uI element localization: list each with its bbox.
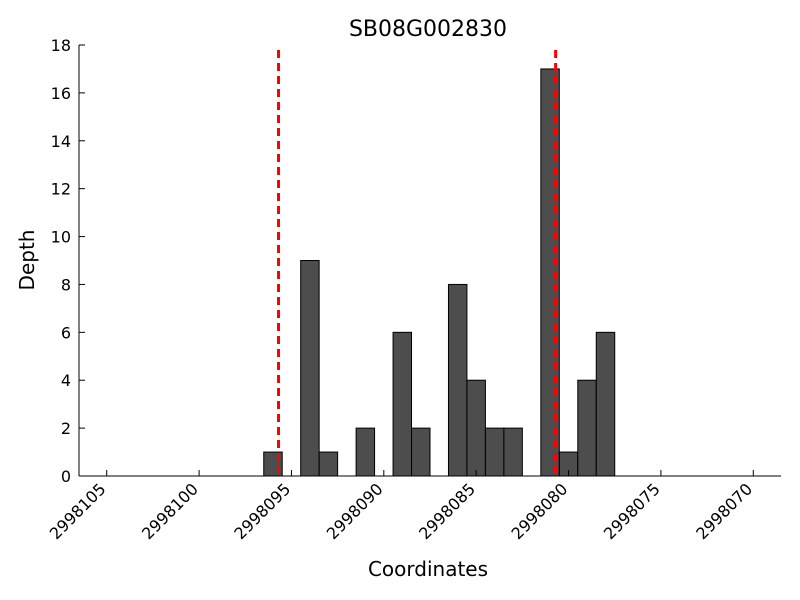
bar-12 [577,379,597,477]
y-tick-label-6: 12 [51,180,71,199]
y-tick-label-5: 10 [51,228,71,247]
x-tick-label-2: 2998095 [230,479,294,543]
bar-6 [447,283,468,477]
bar-5 [411,427,431,477]
x-tick-label-1: 2998100 [138,479,202,543]
y-tick-label-2: 4 [61,371,71,390]
x-tick-label-6: 2998075 [600,479,664,543]
x-tick-label-3: 2998090 [323,479,387,543]
x-tick-label-4: 2998085 [415,479,479,543]
y-tick-label-3: 6 [61,323,71,342]
bar-1 [300,260,320,477]
plot-area [263,50,616,477]
chart-title: SB08G002830 [349,17,507,42]
y-tick-label-4: 8 [61,275,71,294]
bar-3 [355,427,376,477]
y-axis: 0 2 4 6 8 10 12 14 16 18 [51,36,85,486]
y-tick-label-9: 18 [51,36,71,55]
y-tick-label-0: 0 [61,467,71,486]
x-tick-label-7: 2998070 [692,479,756,543]
bar-13 [595,331,616,477]
bar-7 [466,379,486,477]
y-tick-label-8: 16 [51,84,71,103]
bar-2 [318,451,339,477]
bar-4 [392,331,413,477]
bar-8 [484,427,505,477]
y-axis-title: Depth [15,230,39,291]
x-axis: 2998105 2998100 2998095 2998090 2998085 29980… [46,470,781,543]
bar-9 [503,427,523,477]
x-axis-title: Coordinates [368,557,488,581]
y-tick-label-7: 14 [51,132,71,151]
x-tick-label-5: 2998080 [508,479,572,543]
x-tick-label-0: 2998105 [46,479,110,543]
y-tick-label-1: 2 [61,419,71,438]
